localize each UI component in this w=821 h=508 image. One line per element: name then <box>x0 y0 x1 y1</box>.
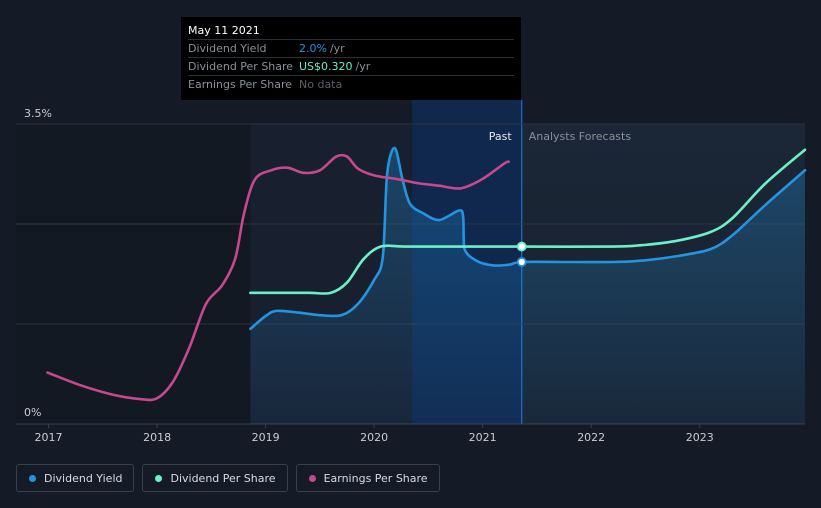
dividend-per-share-marker <box>516 241 527 252</box>
tooltip-label: Dividend Yield <box>188 42 267 55</box>
hover-tooltip: May 11 2021 Dividend Yield 2.0% /yr Divi… <box>181 17 521 100</box>
legend-label: Dividend Per Share <box>170 471 276 485</box>
x-tick-label: 2017 <box>35 431 63 444</box>
legend-label: Dividend Yield <box>44 471 123 485</box>
earnings-per-share-line <box>46 153 511 402</box>
legend-dot-icon <box>155 474 163 482</box>
tooltip-date: May 11 2021 <box>188 24 260 37</box>
past-label: Past <box>489 130 513 143</box>
chart-legend: Dividend Yield Dividend Per Share Earnin… <box>16 464 440 492</box>
y-axis-top-label: 3.5% <box>24 107 52 120</box>
legend-item-earnings-per-share[interactable]: Earnings Per Share <box>295 464 440 492</box>
y-axis-bottom-label: 0% <box>24 406 41 419</box>
tooltip-row-earnings-per-share: Earnings Per Share No data <box>188 75 514 93</box>
x-tick-label: 2021 <box>469 431 497 444</box>
tooltip-label: Dividend Per Share <box>188 60 294 73</box>
legend-item-dividend-yield[interactable]: Dividend Yield <box>16 464 135 492</box>
x-tick-label: 2020 <box>360 431 388 444</box>
tooltip-value: 2.0% <box>299 42 327 55</box>
legend-dot-icon <box>29 474 36 482</box>
tooltip-row-dividend-per-share: Dividend Per Share US$0.320 /yr <box>188 57 514 75</box>
tooltip-label: Earnings Per Share <box>188 78 293 91</box>
forecast-label: Analysts Forecasts <box>529 130 632 143</box>
tooltip-unit: /yr <box>355 60 371 73</box>
x-tick-label: 2019 <box>252 431 280 444</box>
x-tick-label: 2023 <box>686 431 714 444</box>
legend-label: Earnings Per Share <box>323 471 428 485</box>
x-tick-label: 2018 <box>143 431 171 444</box>
legend-dot-icon <box>308 474 316 482</box>
pre-data-panel <box>16 124 251 424</box>
tooltip-value: No data <box>299 78 343 91</box>
dividend-per-share-line <box>249 148 807 295</box>
tooltip-row-dividend-yield: Dividend Yield 2.0% /yr <box>188 39 514 57</box>
dividend-yield-area <box>250 147 806 425</box>
x-tick-label: 2022 <box>577 431 605 444</box>
tooltip-value: US$0.320 <box>299 60 353 73</box>
tooltip-unit: /yr <box>329 42 345 55</box>
dividend-yield-line <box>249 146 807 331</box>
legend-item-dividend-per-share[interactable]: Dividend Per Share <box>142 464 288 492</box>
dividend-yield-marker <box>516 257 527 267</box>
